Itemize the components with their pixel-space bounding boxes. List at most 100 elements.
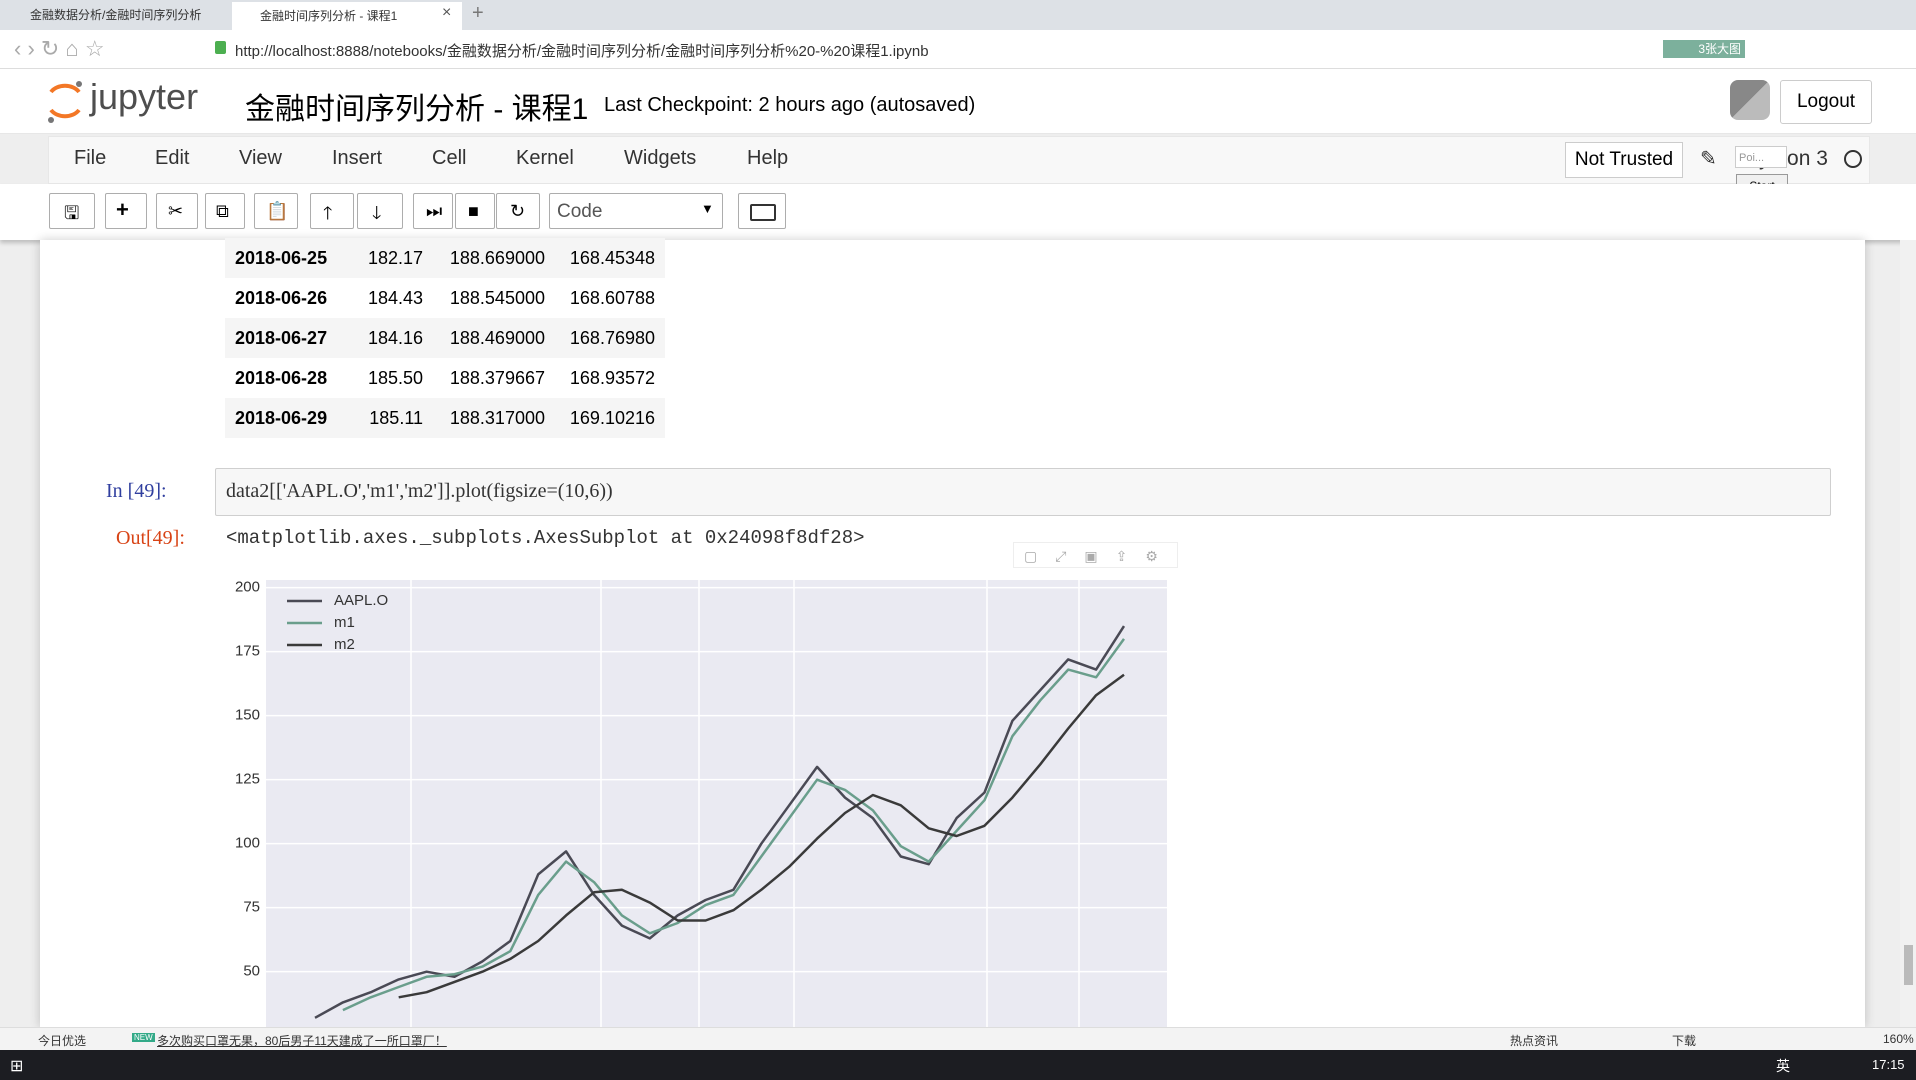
taskbar: ⊞ 英 17:15 [0,1050,1916,1080]
menu-item[interactable]: Insert [332,147,383,169]
new-tab[interactable]: + [472,2,484,24]
in-prompt: In [49]: [106,480,167,502]
tooltip: Poi... [1735,146,1787,168]
table-cell: 188.469000 [449,328,545,348]
table-row: 2018-06-26 184.43 188.545000 168.60788 [225,278,665,318]
keyboard-button[interactable] [738,193,786,229]
y-tick-label: 125 [235,771,260,788]
menu-item[interactable]: Cell [432,147,467,169]
save-button[interactable] [49,193,95,229]
news[interactable]: 多次购买口罩无果，80后男子11天建成了一所口罩厂！ [157,1034,447,1048]
y-tick-label: 100 [235,835,260,852]
menu-item[interactable]: File [74,147,107,169]
table-cell: 188.545000 [449,288,545,308]
header [0,69,1916,134]
y-tick-label: 175 [235,643,260,660]
status-hot[interactable]: 热点资讯 [1510,1034,1559,1048]
restart-button[interactable] [496,193,540,229]
series-line [342,638,1126,1012]
move-up-button[interactable] [310,193,354,229]
code[interactable]: data2[['AAPL.O','m1','m2']].plot(figsize… [226,480,613,502]
legend-label: m2 [334,636,355,653]
table-cell: 188.379667 [449,368,545,388]
table-cell: 188.317000 [449,408,545,428]
badge[interactable]: 3张大图 [1663,40,1745,58]
kernel-indicator [1844,150,1862,168]
y-tick-label: 75 [243,899,260,916]
y-tick-label: 200 [235,579,260,596]
table-cell: 184.16 [367,328,423,348]
table-cell: 168.45348 [569,248,655,268]
series-line [398,673,1125,999]
clock[interactable]: 17:15 [1872,1057,1905,1072]
menu-item[interactable]: Edit [155,147,190,169]
legend-label: AAPL.O [334,592,388,609]
table-cell: 184.43 [367,288,423,308]
plot-toolbar[interactable]: ▢⤢▣⇪⚙ [1013,542,1178,568]
table-cell: 185.11 [369,408,423,428]
edit-icon[interactable]: ✎ [1700,148,1717,170]
paste-button[interactable] [254,193,298,229]
scroll-thumb[interactable] [1904,945,1913,985]
secure-icon [215,41,226,54]
menu-item[interactable]: Help [747,147,789,169]
run-button[interactable] [413,193,453,229]
status-zoom[interactable]: 160% [1883,1032,1914,1046]
status-bar: 今日优选 NEW 多次购买口罩无果，80后男子11天建成了一所口罩厂！ 热点资讯… [0,1027,1916,1051]
table-cell: 188.669000 [449,248,545,268]
tab-close[interactable]: × [442,4,452,21]
python-logo [1730,80,1770,120]
legend-label: m1 [334,614,355,631]
chart: 50 75 100 125 150 175 200 AAPL.O m1 m2 [235,579,1167,1027]
move-down-button[interactable] [357,193,403,229]
table-cell: 185.50 [367,368,423,388]
status-left[interactable]: 今日优选 [38,1034,87,1048]
stop-button[interactable] [455,193,495,229]
plot-area [266,580,1167,1027]
row-index: 2018-06-25 [235,248,328,268]
scrollbar[interactable] [1900,240,1916,1027]
menu-item[interactable]: Widgets [624,147,697,169]
trusted-button[interactable]: Not Trusted [1565,142,1683,178]
table-cell: 168.93572 [569,368,655,388]
menu-item[interactable]: Kernel [516,147,574,169]
address-bar [0,30,1916,69]
notebook-title[interactable]: 金融时间序列分析 - 课程1 [245,93,589,126]
out-prompt: Out[49]: [116,527,185,549]
x-grid [410,580,1080,1027]
keyboard-icon [750,204,776,221]
status-download[interactable]: 下载 [1672,1034,1697,1048]
table-row: 2018-06-29 185.11 188.317000 169.10216 [225,398,665,438]
cell-type-select[interactable] [549,193,723,229]
logout-button[interactable]: Logout [1780,80,1872,124]
tab-active[interactable]: 金融时间序列分析 - 课程1 [232,2,462,30]
nav-buttons[interactable]: ‹ › ↻ ⌂ ☆ [14,36,105,61]
code-cell[interactable] [215,468,1831,516]
start-menu[interactable]: ⊞ [10,1058,24,1075]
table-cell: 169.10216 [569,408,655,428]
copy-button[interactable] [205,193,245,229]
tab[interactable]: 金融数据分析/金融时间序列分析 [30,8,202,22]
table-cell: 168.60788 [569,288,655,308]
row-index: 2018-06-27 [235,328,328,348]
logo-text[interactable]: jupyter [90,76,199,117]
table-row: 2018-06-27 184.16 188.469000 168.76980 [225,318,665,358]
dropdown-arrow: ▼ [701,201,714,216]
output-text: <matplotlib.axes._subplots.AxesSubplot a… [226,527,865,549]
table-cell: 168.76980 [569,328,655,348]
ime[interactable]: 英 [1776,1058,1790,1074]
add-cell-button[interactable] [105,193,147,229]
logo-icon [48,81,82,123]
table-row: 2018-06-25 182.17 188.669000 168.45348 [225,238,665,278]
url[interactable]: http://localhost:8888/notebooks/金融数据分析/金… [235,43,929,60]
menu-item[interactable]: View [239,147,282,169]
row-index: 2018-06-26 [235,288,328,308]
cell-type: Code [557,201,603,222]
series-line [314,625,1126,1019]
table-row: 2018-06-28 185.50 188.379667 168.93572 [225,358,665,398]
cut-button[interactable] [156,193,198,229]
y-tick-label: 150 [235,707,260,724]
news-badge: NEW [132,1033,155,1042]
row-index: 2018-06-28 [235,368,328,388]
